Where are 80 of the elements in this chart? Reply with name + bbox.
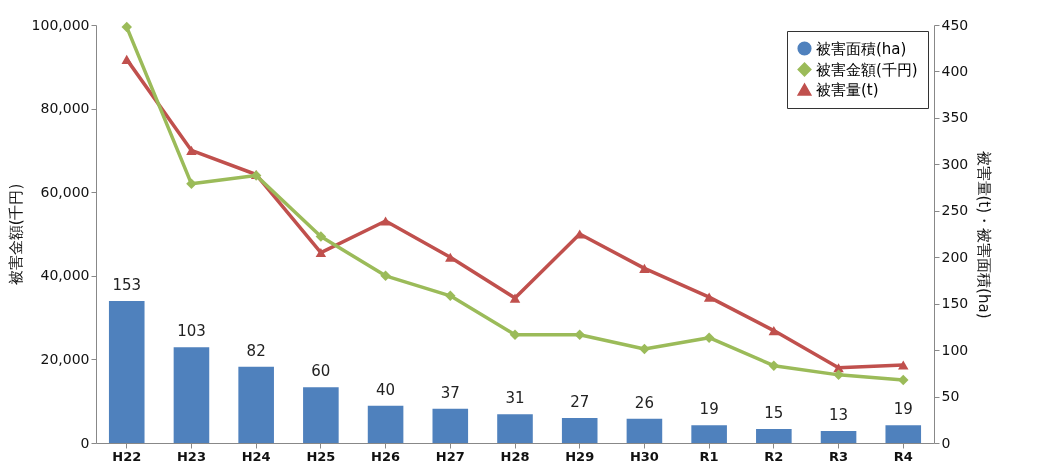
point xyxy=(380,216,391,226)
bar xyxy=(432,408,469,443)
point xyxy=(509,293,521,303)
point xyxy=(703,332,715,343)
data-label: 60 xyxy=(311,362,331,381)
x-tick-label: H27 xyxy=(435,448,465,464)
y-tick-label: 80,000 xyxy=(40,100,90,117)
y2-tick-label: 300 xyxy=(941,155,969,172)
x-tick-label: H29 xyxy=(565,448,595,464)
y-axis-title: 被害金額(千円) xyxy=(6,183,25,286)
data-label: 37 xyxy=(440,383,460,402)
point xyxy=(703,292,715,302)
data-label: 103 xyxy=(177,322,206,341)
y2-tick-label: 450 xyxy=(941,16,969,33)
data-label: 31 xyxy=(505,389,525,408)
x-tick-label: H22 xyxy=(112,448,142,464)
point xyxy=(380,270,391,282)
bar xyxy=(626,418,663,443)
point xyxy=(833,369,844,381)
bar xyxy=(173,347,210,443)
bar xyxy=(691,425,727,443)
point xyxy=(768,326,780,336)
x-tick-label: H25 xyxy=(306,448,336,464)
point xyxy=(186,145,197,155)
x-tick-label: R3 xyxy=(829,448,849,464)
point xyxy=(315,248,327,258)
y-tick-label: 0 xyxy=(80,434,90,451)
data-label: 13 xyxy=(829,405,849,424)
bar xyxy=(108,300,145,443)
bar xyxy=(303,387,339,443)
legend-label: 被害量(t) xyxy=(816,80,879,99)
point xyxy=(898,360,909,370)
y2-tick-label: 400 xyxy=(941,62,969,79)
bar xyxy=(820,430,857,443)
x-tick-label: R4 xyxy=(893,448,913,464)
legend-label: 被害金額(千円) xyxy=(816,60,918,79)
y2-tick-label: 50 xyxy=(941,388,960,405)
data-label: 153 xyxy=(112,275,142,294)
y-tick-label: 20,000 xyxy=(40,350,90,367)
y-tick-label: 100,000 xyxy=(31,16,90,33)
data-label: 27 xyxy=(570,392,590,411)
point xyxy=(121,54,132,64)
y-tick-label: 60,000 xyxy=(40,183,90,200)
point xyxy=(639,343,650,355)
bar xyxy=(367,405,404,443)
y-tick-label: 40,000 xyxy=(40,267,90,284)
bar xyxy=(885,425,922,443)
x-tick-label: R1 xyxy=(699,448,719,464)
point xyxy=(315,231,327,242)
y2-axis-title: 被害量(t)・被害面積(ha) xyxy=(975,150,994,319)
data-label: 19 xyxy=(699,400,719,419)
point xyxy=(898,374,909,386)
y2-tick-label: 350 xyxy=(941,109,969,126)
bar xyxy=(756,429,792,443)
point xyxy=(186,178,197,190)
bar xyxy=(497,414,533,443)
legend-label: 被害面積(ha) xyxy=(816,39,907,58)
bar xyxy=(238,366,274,443)
point xyxy=(445,290,456,302)
x-tick-label: H23 xyxy=(176,448,206,464)
data-label: 82 xyxy=(246,341,266,360)
bar xyxy=(561,417,598,443)
y2-tick-label: 100 xyxy=(941,341,969,358)
data-label: 19 xyxy=(893,400,913,419)
x-tick-label: H28 xyxy=(500,448,530,464)
x-tick-label: H26 xyxy=(371,448,401,464)
y2-tick-label: 200 xyxy=(941,248,969,265)
data-label: 26 xyxy=(634,393,654,412)
point xyxy=(768,360,780,371)
point xyxy=(639,263,650,273)
data-label: 15 xyxy=(764,404,784,423)
y2-tick-label: 250 xyxy=(941,202,969,219)
y2-tick-label: 0 xyxy=(941,434,951,451)
data-label: 40 xyxy=(376,380,396,399)
point xyxy=(445,252,456,262)
x-tick-label: H24 xyxy=(241,448,271,464)
x-tick-label: R2 xyxy=(764,448,784,464)
x-tick-label: H30 xyxy=(629,448,659,464)
y2-tick-label: 150 xyxy=(941,295,969,312)
point xyxy=(121,21,132,33)
